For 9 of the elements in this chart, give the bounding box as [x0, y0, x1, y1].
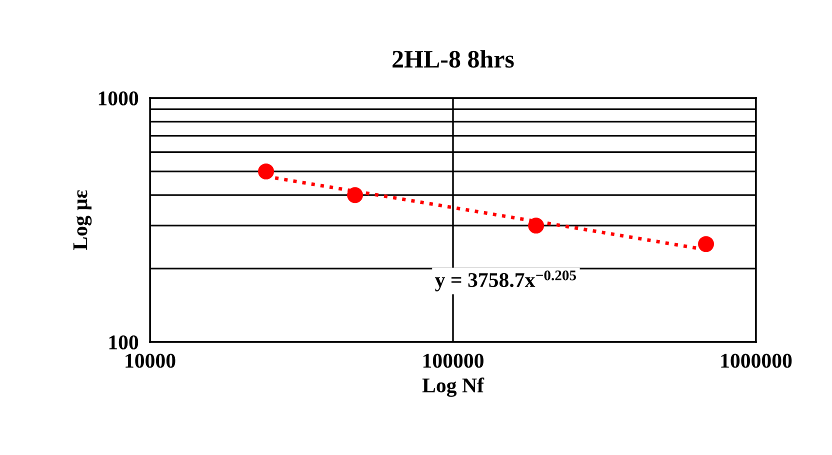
y-tick-label: 100 — [109, 335, 138, 350]
y-tick-label: 1000 — [98, 91, 138, 106]
y-axis-title: Log με — [73, 190, 92, 250]
x-tick-label: 10000 — [126, 354, 176, 368]
chart-title: 2HL-8 8hrs — [392, 50, 514, 68]
annotation: y = 3758.7x$^{−0.205}$ — [435, 270, 576, 292]
x-tick-label: 1000000 — [721, 354, 792, 368]
x-axis-title: Log Nf — [422, 378, 484, 397]
x-tick-label: 100000 — [423, 354, 484, 368]
